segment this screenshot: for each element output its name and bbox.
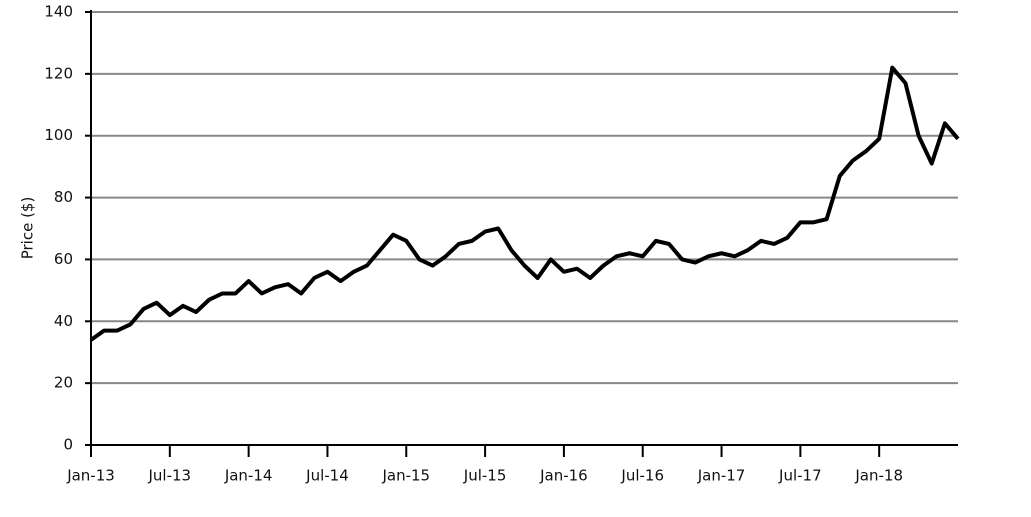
y-tick-label: 100 [44,126,73,144]
x-tick-label: Jan-18 [854,467,903,485]
y-tick-label: 0 [63,436,73,454]
y-tick-label: 120 [44,64,73,82]
x-tick-label: Jul-16 [620,467,664,485]
y-tick-label: 20 [54,374,73,392]
x-tick-label: Jan-15 [381,467,430,485]
y-tick-label: 40 [54,312,73,330]
x-tick-label: Jan-13 [66,467,115,485]
x-tick-label: Jan-14 [224,467,273,485]
x-tick-label: Jul-17 [778,467,822,485]
x-tick-label: Jul-14 [305,467,349,485]
y-tick-label: 140 [44,3,73,21]
x-tick-label: Jul-15 [463,467,507,485]
y-tick-label: 60 [54,250,73,268]
line [89,65,960,342]
x-tick-label: Jan-17 [697,467,746,485]
y-tick-label: 80 [54,188,73,206]
x-tick-label: Jul-13 [148,467,192,485]
y-axis-label: Price ($) [19,197,37,260]
x-tick-label: Jan-16 [539,467,588,485]
